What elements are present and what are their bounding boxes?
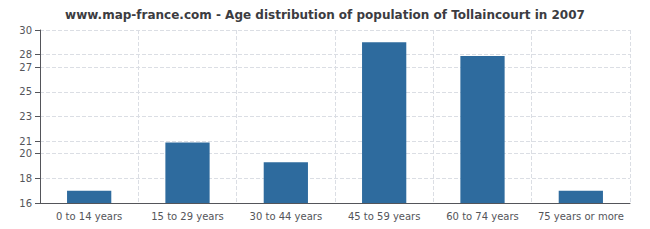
svg-text:27: 27 xyxy=(19,62,32,73)
svg-text:www.map-france.com - Age distr: www.map-france.com - Age distribution of… xyxy=(65,8,585,22)
svg-text:30: 30 xyxy=(19,25,32,36)
svg-text:30 to 44 years: 30 to 44 years xyxy=(250,211,323,222)
svg-text:23: 23 xyxy=(19,111,32,122)
svg-text:28: 28 xyxy=(19,49,32,60)
svg-text:0 to 14 years: 0 to 14 years xyxy=(56,211,122,222)
svg-text:60 to 74 years: 60 to 74 years xyxy=(446,211,519,222)
svg-text:18: 18 xyxy=(19,173,32,184)
svg-text:45 to 59 years: 45 to 59 years xyxy=(348,211,421,222)
svg-text:21: 21 xyxy=(19,136,32,147)
svg-text:20: 20 xyxy=(19,148,32,159)
svg-text:15 to 29 years: 15 to 29 years xyxy=(151,211,224,222)
svg-text:16: 16 xyxy=(19,198,32,209)
svg-text:75 years or more: 75 years or more xyxy=(538,211,624,222)
svg-text:25: 25 xyxy=(19,86,32,97)
